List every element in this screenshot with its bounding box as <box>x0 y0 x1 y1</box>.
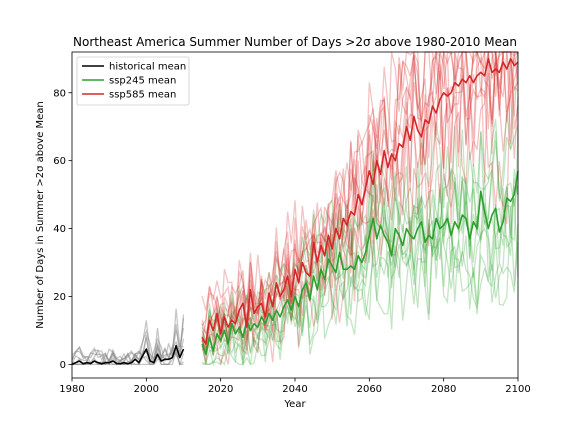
ensemble-member-line <box>201 168 519 367</box>
x-axis-label: Year <box>283 399 306 410</box>
ensemble-member-line <box>201 51 519 351</box>
y-tick-label: 0 <box>60 360 66 371</box>
x-tick-label: 1980 <box>59 384 84 395</box>
legend-label-historical: historical mean <box>109 62 186 73</box>
ensemble-member-line <box>201 51 519 352</box>
legend-label-ssp245: ssp245 mean <box>109 76 176 87</box>
series-line-ssp585 <box>201 57 519 345</box>
ensemble-member-line <box>201 51 519 353</box>
x-tick-label: 2000 <box>134 384 159 395</box>
y-tick-label: 20 <box>53 292 66 303</box>
ensemble-member-line <box>201 50 519 333</box>
ensemble-member-line <box>71 317 185 365</box>
ensemble-member-line <box>201 124 519 348</box>
chart-title: Northeast America Summer Number of Days … <box>73 35 517 49</box>
y-tick-label: 60 <box>53 156 66 167</box>
y-axis: 0 20 40 60 80 <box>53 88 72 371</box>
ensemble-member-line <box>71 338 185 366</box>
ensemble-member-line <box>201 179 519 357</box>
mean-lines <box>71 57 519 366</box>
ensemble-member-line <box>201 50 518 351</box>
ensemble-member-line <box>201 61 519 365</box>
ensemble-member-line <box>201 131 519 354</box>
x-tick-label: 2040 <box>282 384 307 395</box>
series-line-ssp245 <box>201 170 519 356</box>
ensemble-member-line <box>201 85 519 354</box>
ensemble-member-line <box>71 308 185 366</box>
legend-label-ssp585: ssp585 mean <box>109 90 176 101</box>
ensemble-member-line <box>201 225 519 366</box>
y-tick-label: 40 <box>53 224 66 235</box>
x-tick-label: 2100 <box>505 384 530 395</box>
x-tick-label: 2060 <box>357 384 382 395</box>
y-tick-label: 80 <box>53 88 66 99</box>
x-axis: 1980 2000 2020 2040 2060 2080 2100 <box>59 378 531 395</box>
x-tick-label: 2020 <box>208 384 233 395</box>
y-axis-label: Number of Days in Summer >2σ above Mean <box>35 101 46 329</box>
x-tick-label: 2080 <box>431 384 456 395</box>
ensemble-member-line <box>201 197 519 366</box>
ensemble-member-line <box>71 320 184 367</box>
legend-frame <box>76 56 190 106</box>
legend: historical mean ssp245 mean ssp585 mean <box>76 56 190 106</box>
series-line-historical <box>71 344 185 366</box>
ensemble-member-line <box>201 204 519 367</box>
